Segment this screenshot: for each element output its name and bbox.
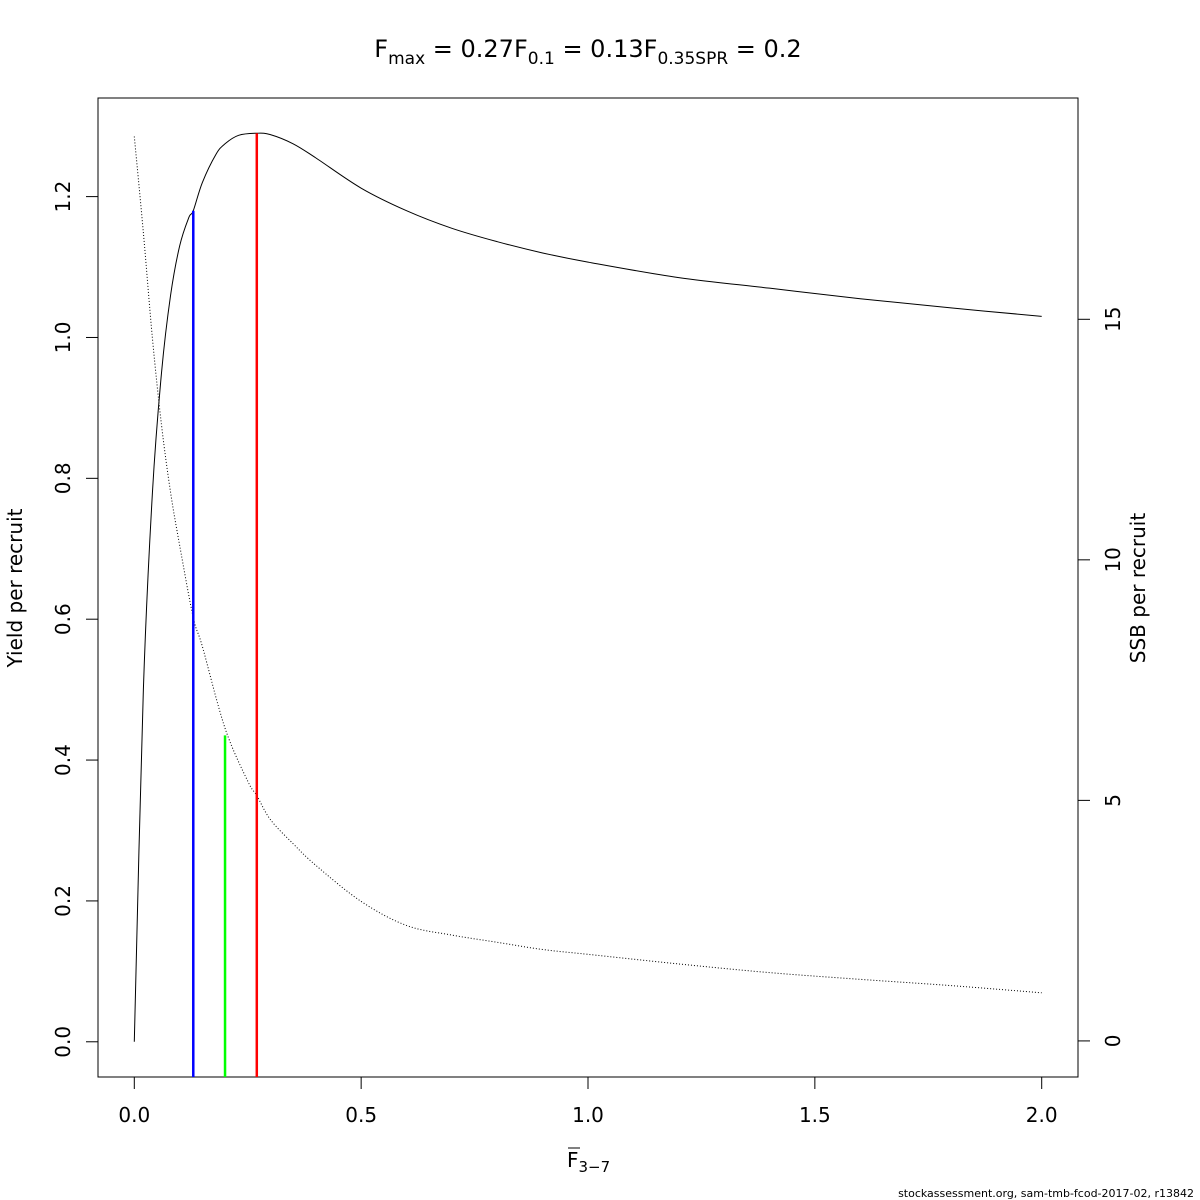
title-fmax-value: = 0.27 [425, 35, 514, 63]
x-tick-label: 1.0 [572, 1103, 604, 1127]
title-f01-base: F [514, 35, 528, 63]
y-axis-label: Yield per recruit [3, 508, 27, 668]
x-tick-label: 2.0 [1026, 1103, 1058, 1127]
chart-title: Fmax = 0.27F0.1 = 0.13F0.35SPR = 0.2 [374, 35, 801, 69]
y2-tick-label: 5 [1101, 794, 1125, 807]
footer-text: stockassessment.org, sam-tmb-fcod-2017-0… [898, 1187, 1194, 1200]
x-tick-label: 0.0 [118, 1103, 150, 1127]
title-f01-value: = 0.13 [555, 35, 644, 63]
ssb-per-recruit-line [133, 136, 1042, 994]
yield-per-recruit-line [133, 132, 1042, 1042]
title-fspr-base: F [644, 35, 658, 63]
plot-frame [97, 97, 1079, 1078]
x-tick-label: 1.5 [799, 1103, 831, 1127]
x-axis: 0.0 0.5 1.0 1.5 2.0 [118, 1076, 1058, 1127]
x-axis-label-sub: 3−7 [579, 1158, 611, 1176]
x-tick-label: 0.5 [345, 1103, 377, 1127]
y-tick-label: 1.2 [51, 181, 75, 213]
y-tick-label: 0.4 [51, 744, 75, 776]
y-axis-left: 0.0 0.2 0.4 0.6 0.8 1.0 1.2 [51, 181, 99, 1058]
y-tick-label: 0.8 [51, 462, 75, 494]
x-axis-label-base: F [567, 1148, 579, 1172]
y2-tick-label: 15 [1101, 307, 1125, 332]
y-tick-label: 0.0 [51, 1026, 75, 1058]
title-fmax-sub: max [388, 49, 425, 69]
reference-lines [192, 133, 259, 1077]
y2-tick-label: 10 [1101, 547, 1125, 572]
title-fspr-sub: 0.35SPR [657, 49, 728, 69]
title-f01-sub: 0.1 [528, 49, 555, 69]
series-layer [133, 132, 1042, 1042]
title-fspr-value: = 0.2 [728, 35, 802, 63]
y-tick-label: 0.6 [51, 603, 75, 635]
y-tick-label: 0.2 [51, 885, 75, 917]
y2-axis-label: SSB per recruit [1126, 513, 1150, 664]
title-fmax-base: F [374, 35, 388, 63]
x-axis-label: F3−7 [567, 1147, 610, 1176]
y-tick-label: 1.0 [51, 322, 75, 354]
x-axis-label-text: F3−7 [567, 1148, 610, 1176]
y2-tick-label: 0 [1101, 1035, 1125, 1048]
y-axis-right: 0 5 10 15 [1077, 307, 1125, 1048]
